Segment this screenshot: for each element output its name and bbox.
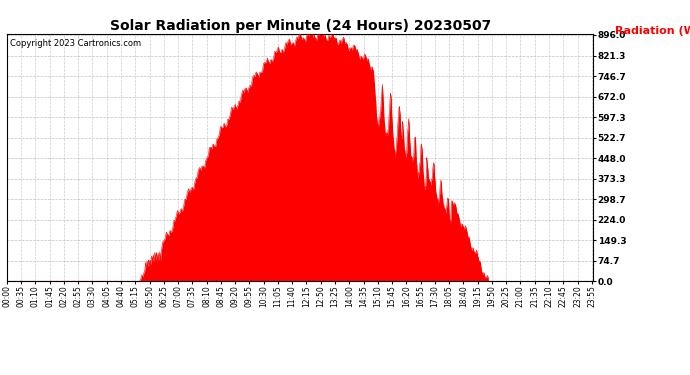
Text: Copyright 2023 Cartronics.com: Copyright 2023 Cartronics.com [10,39,141,48]
Y-axis label: Radiation (W/m2): Radiation (W/m2) [615,26,690,36]
Title: Solar Radiation per Minute (24 Hours) 20230507: Solar Radiation per Minute (24 Hours) 20… [110,19,491,33]
